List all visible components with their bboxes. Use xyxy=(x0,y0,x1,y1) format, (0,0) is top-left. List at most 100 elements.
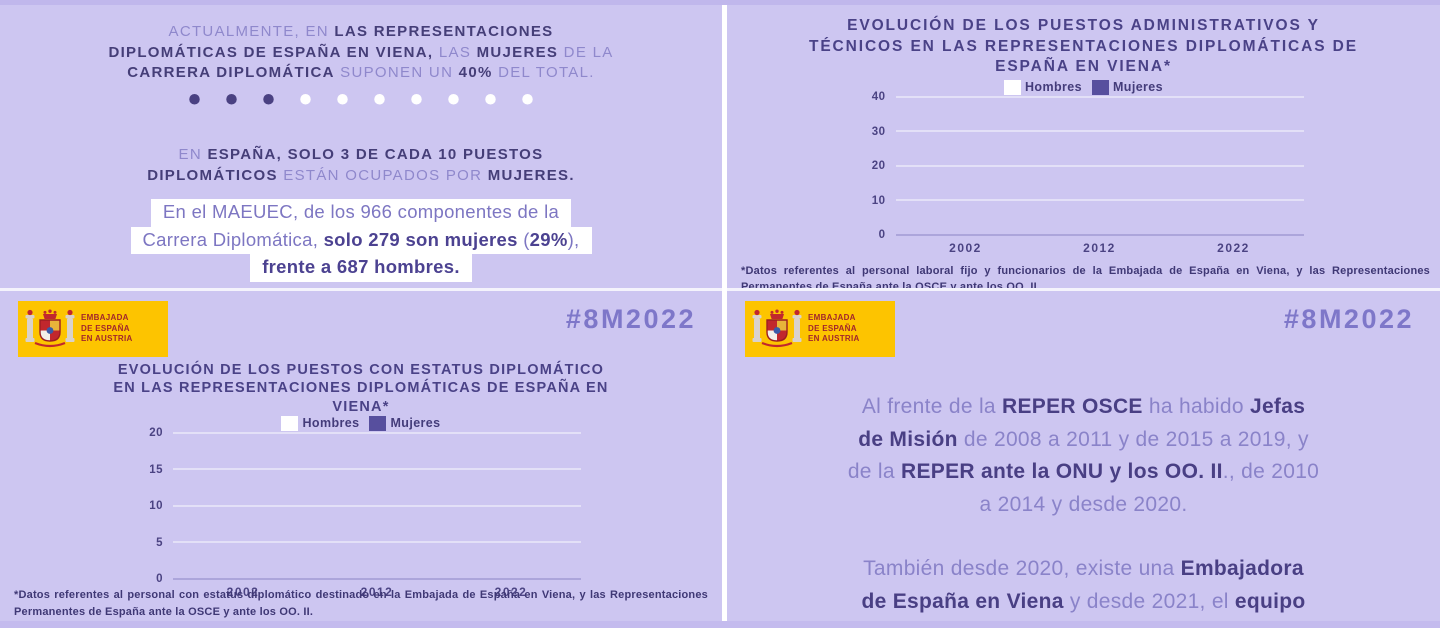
text-segment: Embajadora xyxy=(1180,557,1304,581)
bar-chart-admin: Hombres Mujeres 0 10 20 30 40 2002 2012 2022 xyxy=(864,79,1304,255)
gridline xyxy=(173,577,581,580)
paragraph-embajadora: También desde 2020, existe una Embajador… xyxy=(727,553,1440,628)
text-segment: DIPLOMÁTICAS DE ESPAÑA EN VIENA, xyxy=(108,43,434,61)
text-segment: ESTÁN OCUPADOS POR xyxy=(277,166,488,184)
text-segment: equipo xyxy=(1234,589,1306,613)
y-tick-label: 0 xyxy=(156,573,163,586)
text-segment: DE LA xyxy=(558,43,614,61)
x-tick-label-2012: 2012 xyxy=(1083,240,1116,255)
panel-top-right: EVOLUCIÓN DE LOS PUESTOS ADMINISTRATIVOS… xyxy=(727,0,1440,288)
embassy-logo-text: EMBAJADA DE ESPAÑA EN AUSTRIA xyxy=(81,313,133,344)
text-segment: solo 279 son mujeres xyxy=(323,228,518,250)
text-segment: También desde 2020, existe una xyxy=(863,557,1181,581)
embassy-logo: EMBAJADA DE ESPAÑA EN AUSTRIA xyxy=(745,301,895,357)
headline-representaciones: ACTUALMENTE, EN LAS REPRESENTACIONES DIPL… xyxy=(0,22,722,84)
woman-icon xyxy=(216,93,247,138)
legend-label: Mujeres xyxy=(1112,80,1164,95)
bar-groups xyxy=(173,434,581,580)
gridline xyxy=(173,468,581,471)
bar-groups xyxy=(896,98,1304,236)
text-line: También desde 2020, existe una Embajador… xyxy=(727,553,1440,586)
y-tick-label: 15 xyxy=(149,463,163,476)
y-axis: 0 5 10 15 20 xyxy=(141,428,173,585)
horizontal-divider-right xyxy=(727,288,1440,291)
text-segment: de España en Viena xyxy=(861,589,1064,613)
text-segment: Carrera Diplomática, xyxy=(142,228,324,250)
text-line: frente a 687 hombres. xyxy=(0,254,722,282)
person-icon xyxy=(512,93,543,138)
x-axis-labels: 2002 2012 2022 xyxy=(896,241,1304,255)
text-segment: a 2014 y desde 2020. xyxy=(979,492,1188,516)
text-segment: ), xyxy=(567,228,580,250)
chart-title-line: TÉCNICOS EN LAS REPRESENTACIONES DIPLOMÁ… xyxy=(808,37,1359,55)
gridline xyxy=(173,504,581,507)
y-tick-label: 10 xyxy=(871,194,886,207)
x-axis-labels: 2002 2012 2022 xyxy=(173,585,581,599)
text-segment: REPER ante la ONU y los OO. II xyxy=(901,460,1223,484)
hashtag-8m2022: #8M2022 xyxy=(1283,304,1414,334)
x-tick-label-2002: 2002 xyxy=(949,240,982,255)
y-tick-label: 30 xyxy=(871,125,886,138)
text-segment: LAS xyxy=(433,43,477,61)
text-line: funcionario diplomático de la Embajada e… xyxy=(727,618,1440,628)
gridline xyxy=(895,95,1304,98)
headline-espana: EN ESPAÑA, SOLO 3 DE CADA 10 PUESTOS DIPL… xyxy=(0,145,722,186)
footnote-admin: *Datos referentes al personal laboral fi… xyxy=(741,264,1430,288)
legend-label: Mujeres xyxy=(390,416,441,431)
panel-bottom-right: EMBAJADA DE ESPAÑA EN AUSTRIA #8M2022 Al… xyxy=(727,291,1440,628)
text-segment: DIPLOMÁTICOS xyxy=(147,166,278,184)
text-segment: EN xyxy=(178,146,208,164)
spain-coat-of-arms-icon xyxy=(25,309,75,348)
mujeres-legend-swatch xyxy=(1091,79,1109,95)
y-tick-label: 20 xyxy=(149,427,163,440)
text-segment: de 2008 a 2011 y de 2015 a 2019, y xyxy=(957,427,1309,451)
chart-title-line: VIENA* xyxy=(332,398,390,415)
logo-text-line: EN AUSTRIA xyxy=(808,334,860,344)
gridline xyxy=(895,164,1304,167)
horizontal-divider-left xyxy=(0,288,722,291)
x-tick-label-2002: 2002 xyxy=(226,584,260,599)
chart-plot-wrap: 0 5 10 15 20 xyxy=(141,428,581,585)
text-segment: ESPAÑA, SOLO 3 DE CADA 10 PUESTOS xyxy=(207,146,544,164)
text-line: Carrera Diplomática, solo 279 son mujere… xyxy=(0,226,722,255)
text-segment: ha habido xyxy=(1142,395,1250,418)
legend-label: Hombres xyxy=(1024,80,1082,95)
text-segment: SUPONEN UN xyxy=(334,64,459,82)
gridline xyxy=(895,130,1304,133)
text-segment: En el MAEUEC, de los 966 componentes de … xyxy=(162,201,560,223)
text-line: En el MAEUEC, de los 966 componentes de … xyxy=(0,199,722,227)
text-line: CARRERA DIPLOMÁTICA SUPONEN UN 40% DEL T… xyxy=(0,63,722,84)
legend-label: Hombres xyxy=(302,416,360,431)
person-icon xyxy=(401,93,432,138)
text-line: de Misión de 2008 a 2011 y de 2015 a 201… xyxy=(727,424,1440,457)
text-line: de España en Viena y desde 2021, el equi… xyxy=(727,586,1440,619)
x-tick-label-2022: 2022 xyxy=(1217,240,1250,255)
chart-plot-wrap: 0 10 20 30 40 xyxy=(864,92,1304,241)
chart-title-line: EN LAS REPRESENTACIONES DIPLOMÁTICAS DE … xyxy=(113,380,609,397)
text-segment: ACTUALMENTE, EN xyxy=(168,23,335,40)
text-segment: de la Embajada es xyxy=(1113,622,1298,628)
y-tick-label: 5 xyxy=(156,536,163,549)
chart-title-line: EVOLUCIÓN DE LOS PUESTOS ADMINISTRATIVOS… xyxy=(847,17,1320,34)
person-icon xyxy=(290,93,321,138)
text-line: ACTUALMENTE, EN LAS REPRESENTACIONES xyxy=(0,22,722,43)
vertical-divider xyxy=(722,0,727,628)
text-segment: REPER OSCE xyxy=(1002,395,1143,418)
person-icon xyxy=(327,93,358,138)
x-tick-label-2012: 2012 xyxy=(360,584,394,599)
text-segment: funcionario diplomático xyxy=(868,622,1113,628)
bar-chart-estatus: Hombres Mujeres 0 5 10 15 20 2002 2012 2022 xyxy=(141,415,581,599)
panel-bottom-left: EMBAJADA DE ESPAÑA EN AUSTRIA #8M2022 EV… xyxy=(0,291,722,628)
logo-text-line: DE ESPAÑA xyxy=(81,323,130,333)
text-segment: MUJERES xyxy=(476,43,559,61)
text-segment: frente a 687 hombres. xyxy=(262,256,460,278)
chart-legend: Hombres Mujeres xyxy=(864,79,1304,95)
paragraph-reper: Al frente de la REPER OSCE ha habido Jef… xyxy=(727,391,1440,521)
text-segment: Jefas xyxy=(1249,395,1306,418)
plot-area xyxy=(895,95,1304,236)
gridline xyxy=(173,431,581,434)
embassy-logo: EMBAJADA DE ESPAÑA EN AUSTRIA xyxy=(18,301,168,357)
chart-title-estatus: EVOLUCIÓN DE LOS PUESTOS CON ESTATUS DIP… xyxy=(0,361,722,416)
gridline xyxy=(895,233,1304,236)
